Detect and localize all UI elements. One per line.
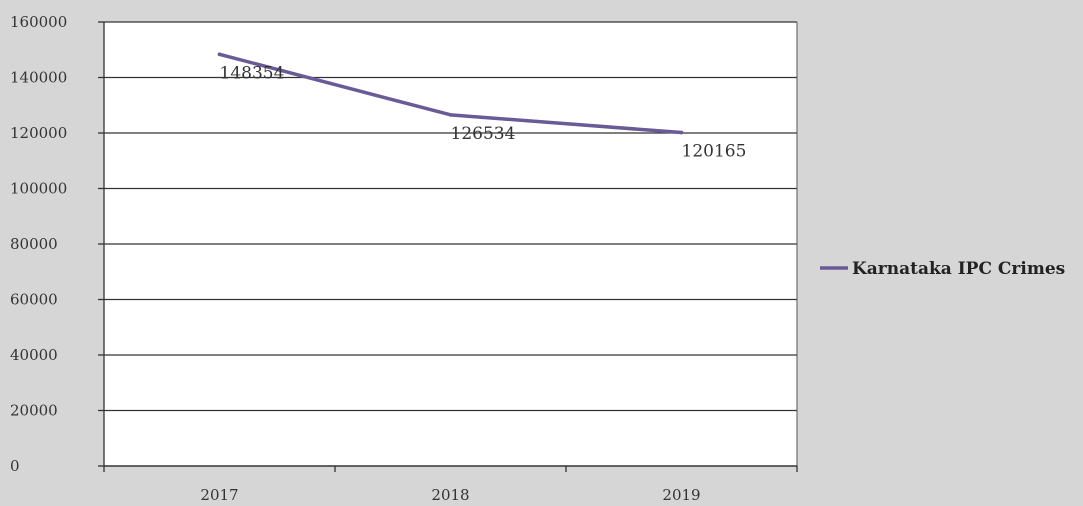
y-tick-label: 60000	[10, 291, 58, 309]
data-label: 126534	[451, 124, 516, 144]
x-tick-label: 2018	[431, 486, 469, 504]
legend-label: Karnataka IPC Crimes	[852, 259, 1065, 279]
data-point	[217, 52, 222, 57]
data-point	[679, 130, 684, 135]
data-label: 120165	[682, 142, 747, 162]
y-tick-label: 140000	[10, 69, 67, 87]
y-tick-label: 40000	[10, 346, 58, 364]
y-tick-label: 120000	[10, 124, 67, 142]
y-tick-label: 0	[10, 457, 20, 475]
y-tick-label: 80000	[10, 235, 58, 253]
y-tick-label: 160000	[10, 13, 67, 31]
x-tick-label: 2019	[662, 486, 700, 504]
data-point	[448, 113, 453, 117]
y-tick-label: 20000	[10, 402, 58, 420]
data-label: 148354	[220, 63, 285, 83]
x-tick-label: 2017	[200, 486, 238, 504]
y-tick-label: 100000	[10, 180, 67, 198]
